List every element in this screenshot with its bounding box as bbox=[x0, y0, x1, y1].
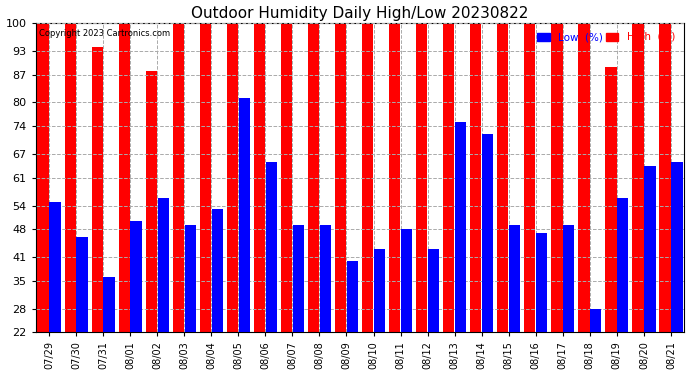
Bar bbox=[470, 23, 482, 332]
Bar bbox=[590, 309, 602, 332]
Text: Copyright 2023 Cartronics.com: Copyright 2023 Cartronics.com bbox=[39, 29, 170, 38]
Bar bbox=[172, 23, 184, 332]
Bar bbox=[254, 23, 265, 332]
Bar bbox=[644, 166, 656, 332]
Bar bbox=[497, 23, 509, 332]
Bar bbox=[104, 277, 115, 332]
Bar bbox=[671, 162, 682, 332]
Bar bbox=[455, 122, 466, 332]
Bar bbox=[50, 201, 61, 332]
Bar bbox=[563, 225, 574, 332]
Bar bbox=[401, 230, 412, 332]
Bar bbox=[37, 23, 49, 332]
Bar bbox=[266, 162, 277, 332]
Bar bbox=[77, 237, 88, 332]
Bar bbox=[212, 210, 223, 332]
Bar bbox=[130, 221, 142, 332]
Bar bbox=[443, 23, 455, 332]
Bar bbox=[632, 23, 644, 332]
Bar bbox=[524, 23, 535, 332]
Bar bbox=[157, 198, 169, 332]
Bar bbox=[428, 249, 440, 332]
Bar bbox=[347, 261, 358, 332]
Bar bbox=[146, 71, 157, 332]
Bar bbox=[184, 225, 196, 332]
Bar bbox=[199, 23, 211, 332]
Bar bbox=[227, 23, 238, 332]
Bar bbox=[293, 225, 304, 332]
Bar bbox=[308, 23, 319, 332]
Title: Outdoor Humidity Daily High/Low 20230822: Outdoor Humidity Daily High/Low 20230822 bbox=[191, 6, 529, 21]
Bar bbox=[64, 23, 76, 332]
Bar bbox=[92, 47, 103, 332]
Bar bbox=[482, 134, 493, 332]
Legend: Low  (%), High  (%): Low (%), High (%) bbox=[533, 28, 679, 46]
Bar bbox=[281, 23, 292, 332]
Bar bbox=[660, 23, 671, 332]
Bar bbox=[509, 225, 520, 332]
Bar bbox=[362, 23, 373, 332]
Bar bbox=[605, 67, 617, 332]
Bar bbox=[119, 23, 130, 332]
Bar bbox=[578, 23, 589, 332]
Bar bbox=[551, 23, 562, 332]
Bar bbox=[617, 198, 629, 332]
Bar bbox=[389, 23, 400, 332]
Bar bbox=[319, 225, 331, 332]
Bar bbox=[536, 233, 547, 332]
Bar bbox=[374, 249, 385, 332]
Bar bbox=[239, 99, 250, 332]
Bar bbox=[335, 23, 346, 332]
Bar bbox=[416, 23, 427, 332]
